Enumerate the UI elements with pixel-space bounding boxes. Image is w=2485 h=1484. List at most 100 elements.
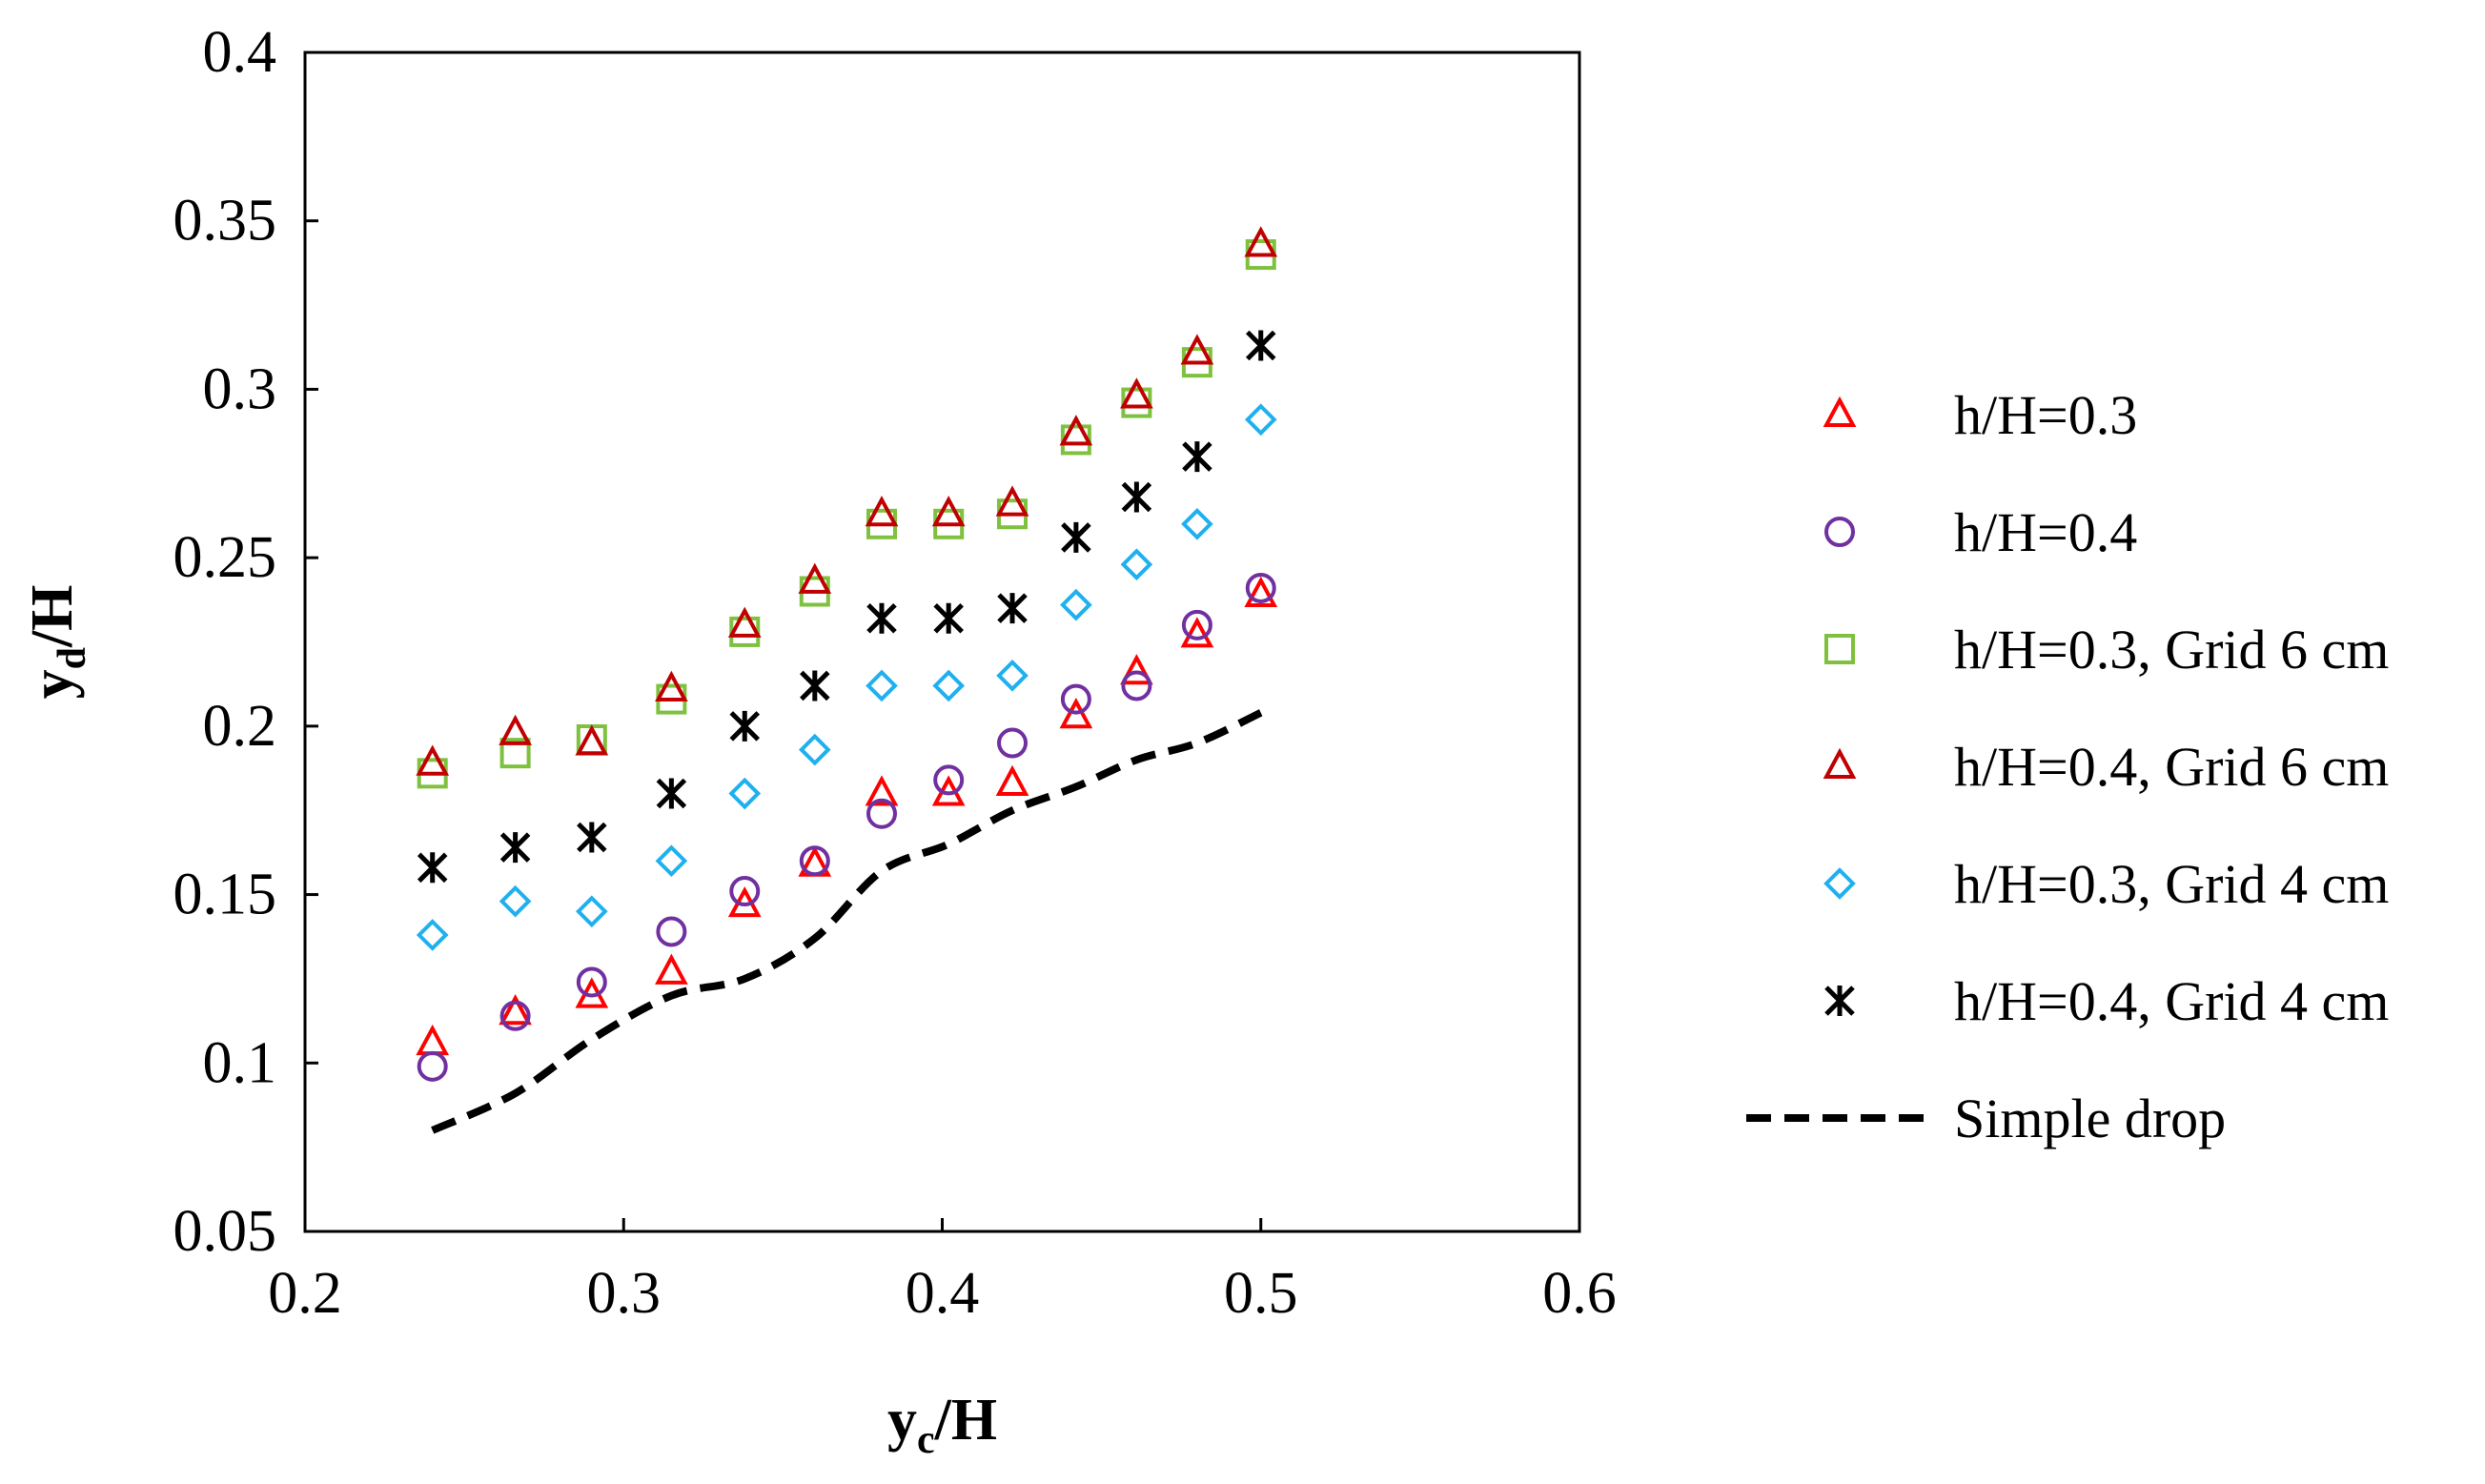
- data-point-stroke: [1182, 441, 1212, 473]
- data-point: [1121, 481, 1152, 513]
- x-axis-title: yc/H: [887, 1388, 997, 1462]
- x-tick-label: 0.2: [268, 1261, 342, 1326]
- data-point-stroke: [656, 778, 687, 809]
- data-point-stroke: [997, 593, 1028, 624]
- legend-item-5: h/H=0.4, Grid 4 cm: [1824, 970, 2389, 1032]
- data-point-stroke: [729, 710, 761, 742]
- y-axis-title-main: y: [20, 669, 85, 699]
- data-point: [416, 919, 449, 951]
- legend-item-1: h/H=0.4: [1824, 501, 2137, 563]
- data-point: [499, 714, 532, 745]
- data-point: [1120, 377, 1153, 409]
- data-point: [997, 593, 1028, 624]
- y-tick-label: 0.2: [203, 694, 277, 759]
- x-tick-label: 0.6: [1542, 1261, 1617, 1326]
- data-point: [499, 1000, 531, 1031]
- data-point: [655, 670, 688, 701]
- data-point: [931, 495, 966, 527]
- data-point-stroke: [866, 602, 897, 634]
- legend-label: h/H=0.4, Grid 6 cm: [1954, 736, 2389, 798]
- data-point: [499, 884, 532, 918]
- legend-marker: [1823, 396, 1857, 427]
- legend-item-0: h/H=0.3: [1823, 384, 2137, 446]
- legend-item-2: h/H=0.3, Grid 6 cm: [1824, 619, 2389, 681]
- data-point: [576, 966, 607, 998]
- x-axis-title-subscript: c: [917, 1418, 935, 1462]
- data-point: [798, 733, 831, 766]
- legend-marker: [1823, 747, 1857, 779]
- data-point: [995, 764, 1029, 796]
- y-tick-label: 0.4: [203, 20, 277, 85]
- legend-item-3: h/H=0.4, Grid 6 cm: [1823, 736, 2389, 798]
- y-axis-title: yd/H: [20, 585, 94, 700]
- legend-label: h/H=0.4, Grid 4 cm: [1954, 970, 2389, 1032]
- y-axis-title-subscript: d: [51, 647, 94, 669]
- data-point-stroke: [800, 670, 830, 701]
- data-point: [1181, 609, 1212, 640]
- y-tick-label: 0.25: [173, 525, 277, 590]
- axes-layer: 0.05 0.1 0.15 0.2 0.25 0.3 0.35 0.4 0.2 0.3 0.4 0.5…: [20, 20, 1617, 1462]
- data-point: [1120, 548, 1153, 581]
- data-point: [655, 844, 688, 878]
- series-6: [431, 709, 1263, 1134]
- y-tick-label: 0.15: [173, 863, 277, 927]
- legend-label: Simple drop: [1954, 1088, 2226, 1149]
- legend-label: h/H=0.3, Grid 4 cm: [1954, 853, 2389, 915]
- x-tick-label: 0.4: [906, 1261, 980, 1326]
- y-tick-label: 0.1: [203, 1030, 277, 1095]
- data-point: [1244, 576, 1278, 608]
- legend-label: h/H=0.3: [1954, 384, 2137, 446]
- legend-item-4: h/H=0.3, Grid 4 cm: [1823, 853, 2389, 915]
- data-point: [866, 798, 897, 829]
- data-point-stroke: [499, 832, 531, 864]
- legend-marker-stroke: [1824, 986, 1855, 1016]
- x-axis-title-rest: /H: [934, 1388, 997, 1453]
- data-point-stroke: [1121, 481, 1152, 513]
- legend-label: h/H=0.3, Grid 6 cm: [1954, 619, 2389, 681]
- data-point: [800, 670, 830, 701]
- data-point: [499, 738, 531, 769]
- data-point: [1059, 415, 1093, 446]
- legend-item-6: Simple drop: [1746, 1088, 2226, 1149]
- data-point: [1060, 588, 1092, 621]
- legend: h/H=0.3 h/H=0.4 h/H=0.3, Grid 6 cm h/H=0.4,…: [1746, 384, 2389, 1149]
- data-point: [865, 775, 899, 806]
- series-3: [416, 226, 1278, 776]
- data-point: [995, 485, 1029, 517]
- series-4: [416, 403, 1277, 951]
- data-point: [417, 852, 448, 884]
- data-point-stroke: [1061, 521, 1091, 553]
- data-point: [577, 822, 607, 853]
- data-point: [728, 777, 762, 810]
- data-point: [1060, 683, 1091, 715]
- y-axis-title-rest: /H: [20, 585, 85, 648]
- data-point-stroke: [577, 822, 607, 853]
- data-point-stroke: [417, 852, 448, 884]
- data-point: [575, 724, 609, 756]
- data-point: [1244, 226, 1278, 257]
- data-point: [932, 669, 966, 702]
- series-1: [417, 572, 1276, 1082]
- series-5: [417, 330, 1276, 884]
- data-point: [1245, 330, 1276, 361]
- series-layer: [416, 226, 1278, 1134]
- data-point: [1061, 521, 1091, 553]
- data-point: [799, 845, 830, 877]
- data-point: [1245, 572, 1276, 603]
- x-axis-title-main: y: [887, 1388, 917, 1453]
- data-point: [866, 602, 897, 634]
- data-point-stroke: [933, 602, 964, 634]
- legend-marker: [1823, 867, 1856, 900]
- legend-label: h/H=0.4: [1954, 501, 2137, 563]
- x-tick-label: 0.5: [1224, 1261, 1298, 1326]
- x-tick-label: 0.3: [587, 1261, 662, 1326]
- data-point: [1180, 617, 1214, 648]
- data-point: [1059, 698, 1093, 729]
- legend-marker: [1824, 517, 1855, 547]
- y-tick-label: 0.05: [173, 1199, 277, 1264]
- data-point: [655, 953, 688, 985]
- y-tick-label: 0.3: [203, 356, 277, 421]
- data-point: [933, 602, 964, 634]
- data-point: [656, 778, 687, 809]
